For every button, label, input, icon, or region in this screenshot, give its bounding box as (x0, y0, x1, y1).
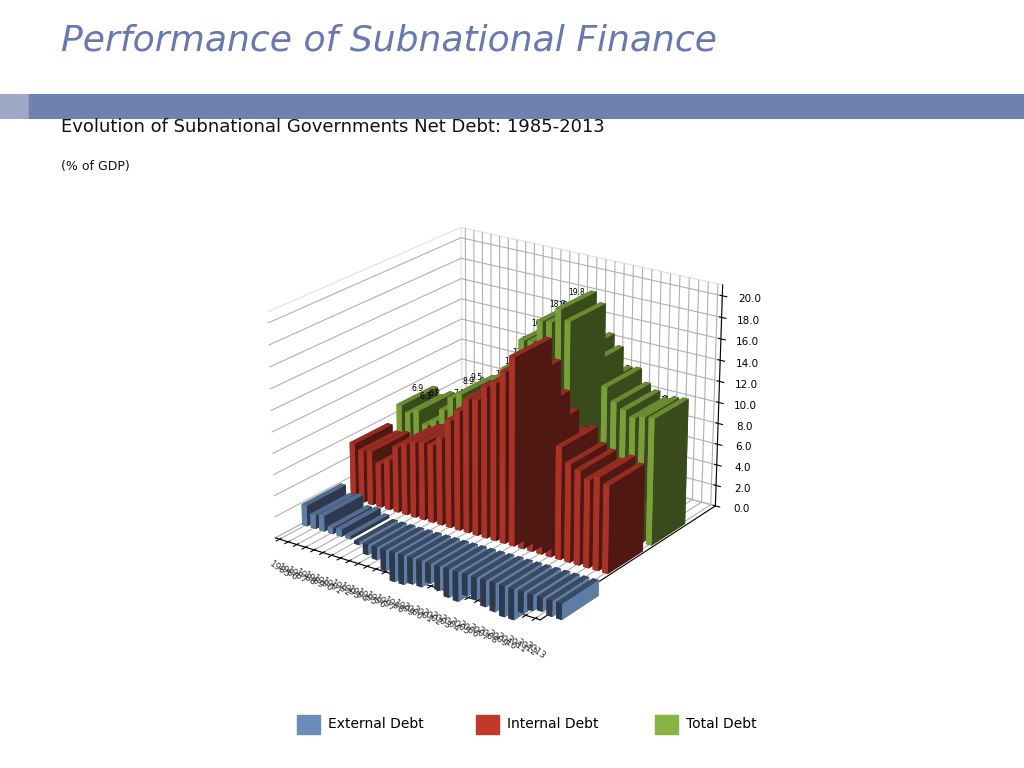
Text: Internal Debt: Internal Debt (507, 717, 598, 731)
Bar (476, 716, 500, 734)
Bar (655, 716, 679, 734)
Bar (297, 716, 321, 734)
Text: Evolution of Subnational Governments Net Debt: 1985-2013: Evolution of Subnational Governments Net… (61, 118, 605, 137)
Text: (% of GDP): (% of GDP) (61, 160, 130, 173)
Text: Performance of Subnational Finance: Performance of Subnational Finance (61, 24, 718, 58)
Text: External Debt: External Debt (328, 717, 424, 731)
Bar (0, 94, 29, 119)
Text: Total Debt: Total Debt (686, 717, 757, 731)
